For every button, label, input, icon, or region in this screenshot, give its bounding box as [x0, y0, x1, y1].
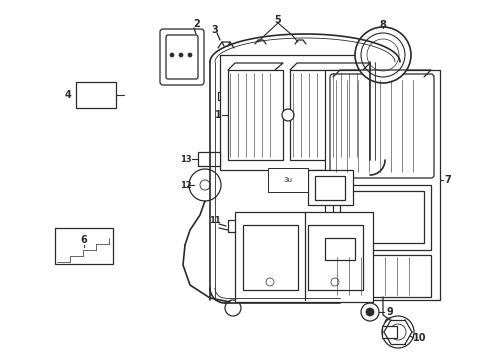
Text: 9: 9	[387, 307, 393, 317]
Bar	[308, 170, 353, 205]
FancyBboxPatch shape	[330, 74, 434, 178]
FancyBboxPatch shape	[166, 35, 198, 79]
Bar	[340, 191, 424, 243]
Text: 10: 10	[413, 333, 427, 343]
Bar	[325, 238, 355, 260]
Text: 7: 7	[444, 175, 451, 185]
Bar	[235, 212, 373, 302]
Bar	[76, 82, 116, 108]
Circle shape	[189, 169, 221, 201]
Text: 4: 4	[65, 90, 72, 100]
Bar	[333, 185, 431, 250]
Circle shape	[355, 27, 411, 83]
Bar	[315, 176, 345, 200]
Text: 5: 5	[274, 15, 281, 25]
Bar	[333, 255, 431, 297]
Circle shape	[179, 53, 183, 57]
Text: 3u: 3u	[284, 177, 293, 183]
Circle shape	[225, 300, 241, 316]
Text: 13: 13	[180, 154, 192, 163]
Bar	[55, 228, 113, 264]
Bar	[243, 225, 298, 290]
Text: 12: 12	[180, 180, 192, 189]
Bar	[198, 152, 220, 166]
Text: 8: 8	[380, 20, 387, 30]
Bar	[382, 326, 397, 338]
Text: 2: 2	[194, 19, 200, 29]
Circle shape	[266, 278, 274, 286]
Circle shape	[188, 53, 192, 57]
Circle shape	[366, 308, 374, 316]
Bar	[218, 92, 230, 100]
Bar	[268, 168, 308, 192]
Circle shape	[170, 53, 174, 57]
Circle shape	[361, 303, 379, 321]
Circle shape	[282, 109, 294, 121]
FancyBboxPatch shape	[160, 29, 204, 85]
Bar	[290, 70, 370, 160]
Text: 3: 3	[212, 25, 219, 35]
Bar	[308, 225, 363, 290]
Circle shape	[382, 316, 414, 348]
Bar	[325, 70, 440, 300]
Text: 6: 6	[81, 235, 87, 245]
Circle shape	[367, 39, 399, 71]
Text: 11: 11	[209, 216, 221, 225]
Text: 1: 1	[215, 110, 221, 120]
Bar	[220, 55, 375, 170]
Bar	[228, 220, 246, 232]
Circle shape	[331, 278, 339, 286]
Circle shape	[390, 324, 406, 340]
Circle shape	[200, 180, 210, 190]
Bar	[228, 70, 283, 160]
Circle shape	[361, 33, 405, 77]
Circle shape	[385, 318, 395, 328]
